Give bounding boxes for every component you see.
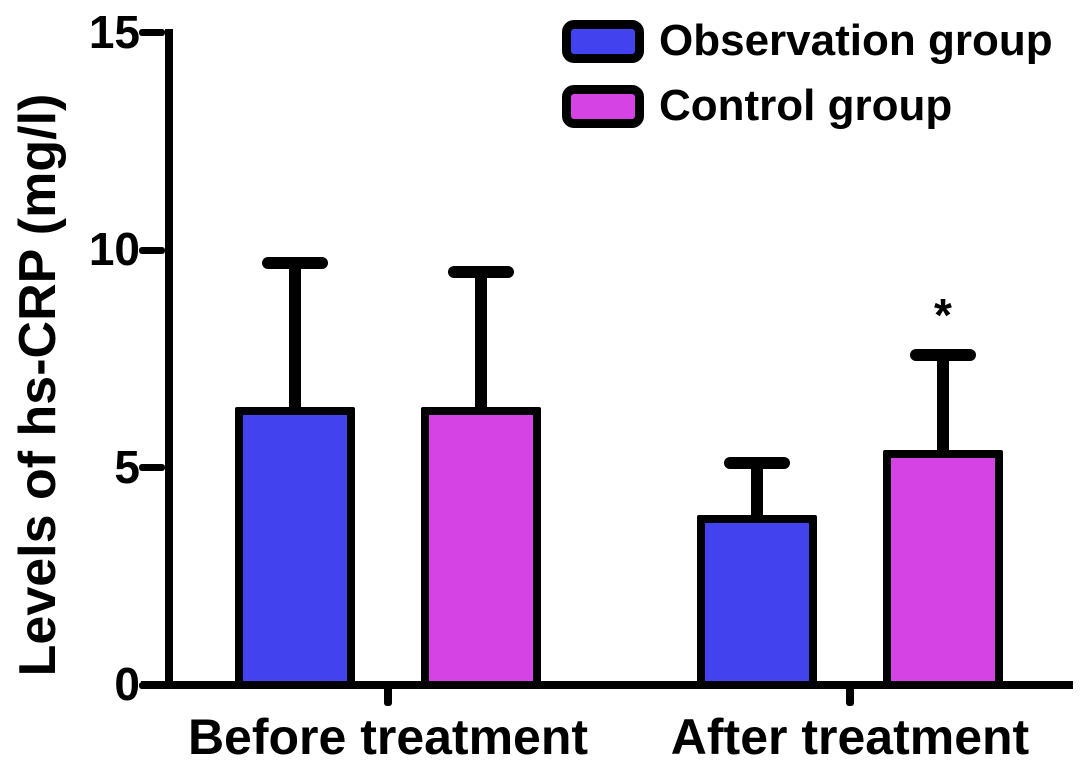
- y-tick-label: 0: [114, 658, 140, 711]
- legend-item-observation-group: Observation group: [562, 19, 1053, 63]
- error-bar-cap-observation-group-after-treatment: [724, 457, 790, 470]
- x-axis-tick: [846, 685, 854, 706]
- bar-observation-group-after-treatment: [697, 515, 817, 689]
- error-bar-cap-control-group-after-treatment: [910, 348, 976, 361]
- error-bar-stem-control-group-before-treatment: [475, 272, 487, 421]
- x-category-label-after-treatment: After treatment: [670, 709, 1030, 765]
- error-bar-cap-observation-group-before-treatment: [262, 257, 328, 270]
- error-bar-stem-control-group-after-treatment: [937, 354, 949, 465]
- error-bar-stem-observation-group-before-treatment: [289, 263, 301, 421]
- y-axis-tick: [139, 464, 165, 472]
- y-tick-label: 15: [88, 6, 140, 59]
- significance-star: *: [934, 288, 952, 341]
- x-axis-line: [141, 681, 1073, 689]
- bar-control-group-after-treatment: [883, 450, 1003, 689]
- y-axis-tick: [139, 29, 165, 37]
- y-tick-label: 5: [114, 440, 140, 493]
- x-axis-tick: [384, 685, 392, 706]
- bar-observation-group-before-treatment: [235, 406, 355, 689]
- error-bar-cap-control-group-before-treatment: [448, 266, 514, 279]
- y-tick-label: 10: [88, 223, 140, 276]
- control-group-swatch-icon: [562, 84, 644, 128]
- legend-label-observation-group: Observation group: [659, 16, 1053, 65]
- y-axis-title: Levels of hs-CRP (mg/l): [9, 93, 67, 677]
- y-axis-tick: [139, 681, 165, 689]
- y-axis-tick: [139, 246, 165, 254]
- legend: Observation group Control group: [562, 19, 1053, 149]
- error-bar-stem-observation-group-after-treatment: [751, 463, 763, 530]
- legend-label-control-group: Control group: [659, 81, 953, 130]
- x-category-label-before-treatment: Before treatment: [187, 709, 589, 765]
- legend-item-control-group: Control group: [562, 84, 1053, 128]
- y-axis-line: [165, 29, 173, 689]
- observation-group-swatch-icon: [562, 19, 644, 63]
- bar-control-group-before-treatment: [421, 406, 541, 689]
